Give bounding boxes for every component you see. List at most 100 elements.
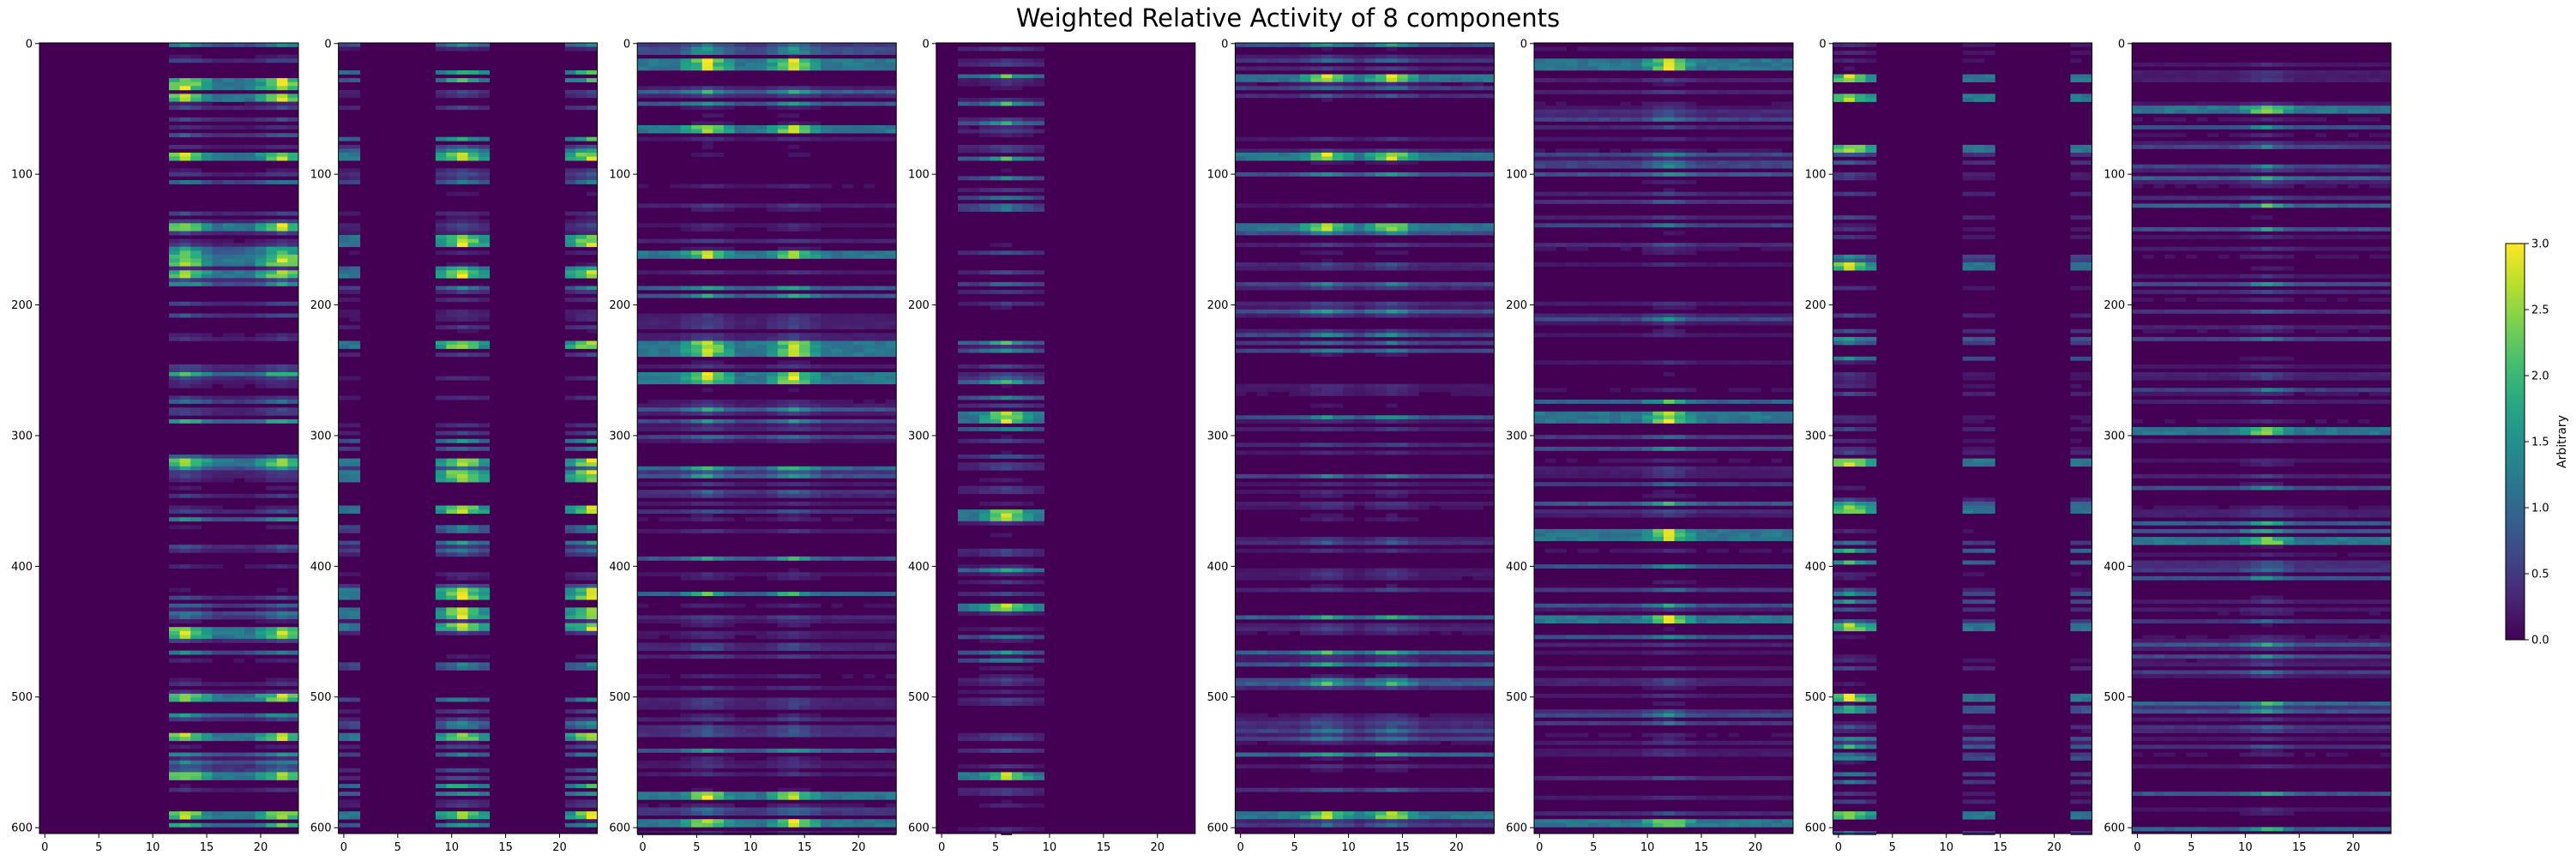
heatmap-cell [875,556,886,561]
heatmap-cell [979,203,990,208]
heatmap-cell [831,470,843,475]
heatmap-cell [864,203,876,208]
heatmap-cell [831,423,843,428]
heatmap-cell [875,725,886,730]
heatmap-cell [435,250,447,256]
heatmap-cell [723,352,735,358]
heatmap-cell [755,501,767,506]
heatmap-cell [701,238,713,244]
heatmap-cell [233,768,245,773]
heatmap-cell [212,505,224,510]
heatmap-cell [467,583,479,588]
heatmap-cell [287,517,299,522]
heatmap-cell [467,792,479,797]
heatmap-cell [169,650,180,655]
heatmap-cell [287,772,299,777]
heatmap-cell [713,760,725,765]
heatmap-cell [435,572,447,577]
heatmap-cell [755,333,767,338]
heatmap-cell [831,772,843,777]
heatmap-cell [1011,627,1023,632]
heatmap-cell [457,43,468,47]
heatmap-cell [659,685,671,690]
heatmap-cell [637,427,649,431]
heatmap-cell [777,348,789,353]
heatmap-cell [713,623,725,628]
heatmap-cell [1001,281,1013,286]
heatmap-cell [233,595,245,600]
heatmap-cell [467,223,479,228]
heatmap-cell [670,125,681,129]
heatmap-cell [799,136,810,141]
heatmap-cell [564,717,576,722]
heatmap-cell [831,407,843,412]
heatmap-cell [222,274,234,279]
heatmap-cell [670,403,681,408]
heatmap-cell [457,545,468,550]
heatmap-cell [885,313,897,318]
heatmap-cell [575,505,587,510]
heatmap-cell [179,713,191,718]
heatmap-cell [767,630,779,635]
heatmap-cell [755,438,767,443]
heatmap-cell [457,298,468,303]
heatmap-cell [575,423,587,428]
heatmap-cell [875,313,886,318]
heatmap-cell [958,372,969,376]
heatmap-cell [233,603,245,608]
heatmap-cell [1022,196,1034,201]
heatmap-cell [968,46,980,51]
heatmap-cell [734,748,746,753]
heatmap-cell [799,795,810,800]
heatmap-cell [478,607,491,612]
heatmap-cell [233,364,245,369]
heatmap-cell [810,376,822,381]
heatmap-cell [478,615,491,620]
heatmap-cell [169,231,180,236]
heatmap-cell [821,89,832,94]
heatmap-cell [745,317,756,322]
heatmap-cell [647,509,659,514]
heatmap-cell [831,380,843,385]
heatmap-cell [1001,380,1013,385]
heatmap-cell [169,677,180,683]
heatmap-cell [734,760,746,765]
heatmap-cell [201,144,213,149]
heatmap-cell [244,274,256,279]
heatmap-cell [233,411,245,416]
heatmap-cell [990,533,1002,538]
heatmap-cell [968,203,980,208]
heatmap-cell [467,740,479,745]
heatmap-cell [276,125,288,129]
heatmap-cell [446,654,458,659]
heatmap-cell [233,333,245,338]
heatmap-cell [276,168,288,173]
heatmap-cell [478,317,491,322]
heatmap-cell [179,525,191,530]
heatmap-cell [799,423,810,428]
heatmap-cell [885,427,897,431]
heatmap-cell [222,697,234,702]
heatmap-cell [767,575,779,581]
heatmap-cell [212,105,224,111]
heatmap-cell [255,517,267,522]
heatmap-cell [478,611,491,616]
heatmap-cell [637,403,649,408]
heatmap-cell [831,411,843,416]
heatmap-cell [212,603,224,608]
heatmap-cell [467,317,479,322]
heatmap-cell [701,89,713,94]
heatmap-cell [831,493,843,498]
heatmap-cell [831,435,843,440]
heatmap-cell [852,807,864,812]
heatmap-cell [723,592,735,596]
heatmap-cell [587,262,598,267]
heatmap-cell [179,478,191,483]
heatmap-cell [990,133,1002,138]
heatmap-cell [457,172,468,177]
heatmap-cell [810,51,822,55]
heatmap-cell [799,46,810,51]
heatmap-cell [446,583,458,588]
heatmap-cell [968,438,980,443]
heatmap-cell [222,144,234,149]
